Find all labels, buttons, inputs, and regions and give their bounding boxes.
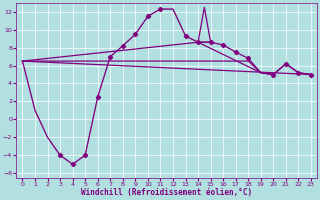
X-axis label: Windchill (Refroidissement éolien,°C): Windchill (Refroidissement éolien,°C) [81, 188, 252, 197]
